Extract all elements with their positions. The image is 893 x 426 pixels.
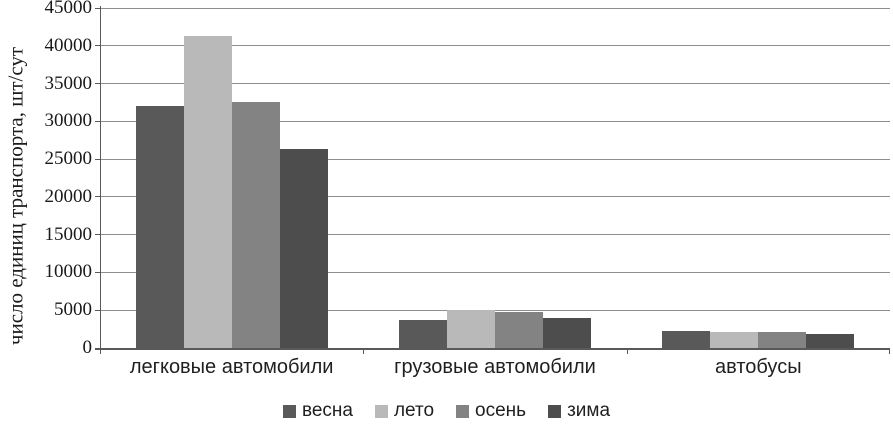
category-label: легковые автомобили <box>129 356 334 378</box>
bar-group <box>100 8 363 348</box>
x-tick-mark <box>889 349 890 354</box>
legend-swatch-icon <box>548 404 562 418</box>
x-axis-line <box>95 348 890 350</box>
chart-legend: весна лето осень зима <box>0 399 893 423</box>
legend-item-осень: осень <box>456 400 526 422</box>
legend-label: осень <box>475 400 527 421</box>
bar-осень-автобусы <box>758 332 807 348</box>
bar-group <box>627 8 890 348</box>
y-tick-label: 30000 <box>44 110 93 132</box>
gridline <box>100 158 890 160</box>
plot-area <box>100 7 890 348</box>
y-tick-mark <box>95 45 100 47</box>
y-tick-mark <box>95 271 100 273</box>
bar-зима-автобусы <box>806 334 855 348</box>
legend-label: лето <box>393 400 435 421</box>
x-tick-mark <box>363 349 365 354</box>
legend-swatch-icon <box>282 404 296 418</box>
legend-item-лето: лето <box>374 400 435 422</box>
y-tick-label: 35000 <box>44 72 93 94</box>
category-label: автобусы <box>715 356 802 378</box>
gridline <box>100 196 890 198</box>
y-tick-mark <box>95 347 100 349</box>
legend-swatch-icon <box>374 404 388 418</box>
y-axis-line <box>100 6 101 352</box>
gridline <box>100 45 890 47</box>
y-tick-label: 5000 <box>54 299 92 321</box>
y-tick-label: 20000 <box>44 185 93 207</box>
y-tick-label: 15000 <box>44 223 93 245</box>
x-tick-mark <box>626 349 628 354</box>
gridline <box>100 7 890 9</box>
bar-лето-грузовые автомобили <box>446 310 495 348</box>
bar-лето-автобусы <box>710 332 759 348</box>
bar-осень-грузовые автомобили <box>494 311 543 348</box>
legend-label: весна <box>301 400 353 421</box>
y-tick-mark <box>95 158 100 160</box>
gridline <box>100 271 890 273</box>
legend-swatch-icon <box>456 404 470 418</box>
y-tick-label: 10000 <box>44 261 93 283</box>
y-tick-mark <box>95 7 100 9</box>
bar-весна-легковые автомобили <box>135 106 184 348</box>
y-tick-mark <box>95 83 100 85</box>
x-tick-mark <box>100 349 101 354</box>
y-tick-label: 40000 <box>44 34 93 56</box>
bar-весна-грузовые автомобили <box>398 320 447 348</box>
y-tick-label: 25000 <box>44 148 93 170</box>
bar-group <box>363 8 626 348</box>
legend-item-зима: зима <box>548 400 610 422</box>
bar-осень-легковые автомобили <box>231 102 280 348</box>
legend-item-весна: весна <box>282 400 353 422</box>
legend-label: зима <box>567 400 611 421</box>
y-tick-mark <box>95 120 100 122</box>
y-tick-mark <box>95 196 100 198</box>
bar-лето-легковые автомобили <box>183 35 232 348</box>
x-axis-category-labels: легковые автомобили грузовые автомобили ав… <box>100 356 890 379</box>
category-label: грузовые автомобили <box>394 356 596 378</box>
bar-зима-грузовые автомобили <box>542 317 591 348</box>
y-tick-mark <box>95 234 100 236</box>
bar-зима-легковые автомобили <box>279 148 328 348</box>
gridline <box>100 234 890 236</box>
y-tick-mark <box>95 309 100 311</box>
y-axis-tick-labels: 0 5000 10000 15000 20000 25000 30000 35000 40000… <box>0 0 93 358</box>
gridline <box>100 309 890 311</box>
y-tick-label: 45000 <box>44 0 93 18</box>
gridline <box>100 83 890 85</box>
y-tick-label: 0 <box>82 337 93 358</box>
gridline <box>100 120 890 122</box>
bar-весна-автобусы <box>662 331 711 348</box>
